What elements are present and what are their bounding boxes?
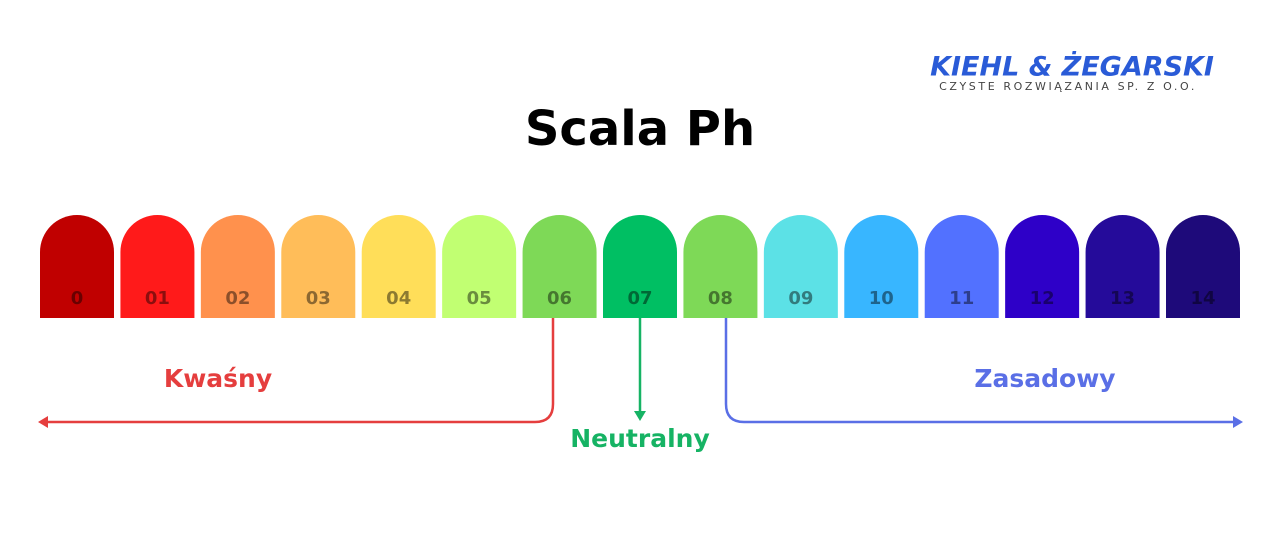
ph-label: 08 — [708, 288, 733, 309]
ph-label: 07 — [627, 288, 652, 309]
acidic-arrow — [44, 318, 555, 424]
logo-name: KIEHL & ŻEGARSKI — [930, 51, 1214, 83]
ph-label: 0 — [71, 288, 84, 309]
ph-tile — [683, 215, 758, 318]
ph-label: 09 — [788, 288, 813, 309]
alkaline-label: Zasadowy — [974, 364, 1115, 393]
ph-tile — [763, 215, 838, 318]
ph-tile — [120, 215, 195, 318]
ph-tile — [200, 215, 275, 318]
neutral-label: Neutralny — [570, 424, 710, 453]
arrow-head — [1233, 416, 1243, 428]
ph-scale: 0 01 02 03 04 05 06 07 08 09 10 11 12 13 14 — [40, 214, 1240, 318]
ph-label: 05 — [467, 288, 492, 309]
ph-tile — [522, 215, 597, 318]
ph-label: 03 — [306, 288, 331, 309]
ph-tile — [603, 215, 677, 318]
ph-label: 02 — [225, 288, 250, 309]
ph-tile — [442, 214, 517, 318]
ph-tile — [924, 215, 999, 318]
acidic-label: Kwaśny — [164, 364, 272, 393]
ph-tile — [281, 215, 356, 318]
ph-label: 01 — [145, 288, 170, 309]
ph-label: 06 — [547, 288, 572, 309]
ph-tile — [1166, 215, 1240, 318]
ph-label: 10 — [869, 288, 894, 309]
ph-tile — [361, 215, 436, 318]
title: Scala Ph — [525, 101, 755, 157]
arrow-head — [38, 416, 48, 428]
ph-label: 04 — [386, 288, 411, 309]
ph-label: 12 — [1030, 288, 1055, 309]
arrow-head — [634, 411, 646, 421]
logo-tagline: CZYSTE ROZWIĄZANIA SP. Z O.O. — [939, 80, 1197, 93]
ph-label: 13 — [1110, 288, 1135, 309]
ph-label: 14 — [1190, 288, 1215, 309]
ph-tile — [844, 215, 919, 318]
ph-label: 11 — [949, 288, 974, 309]
ph-tile — [1005, 215, 1080, 318]
ph-tile — [40, 215, 114, 318]
ph-tile — [1085, 215, 1160, 318]
alkaline-arrow — [724, 318, 1236, 424]
